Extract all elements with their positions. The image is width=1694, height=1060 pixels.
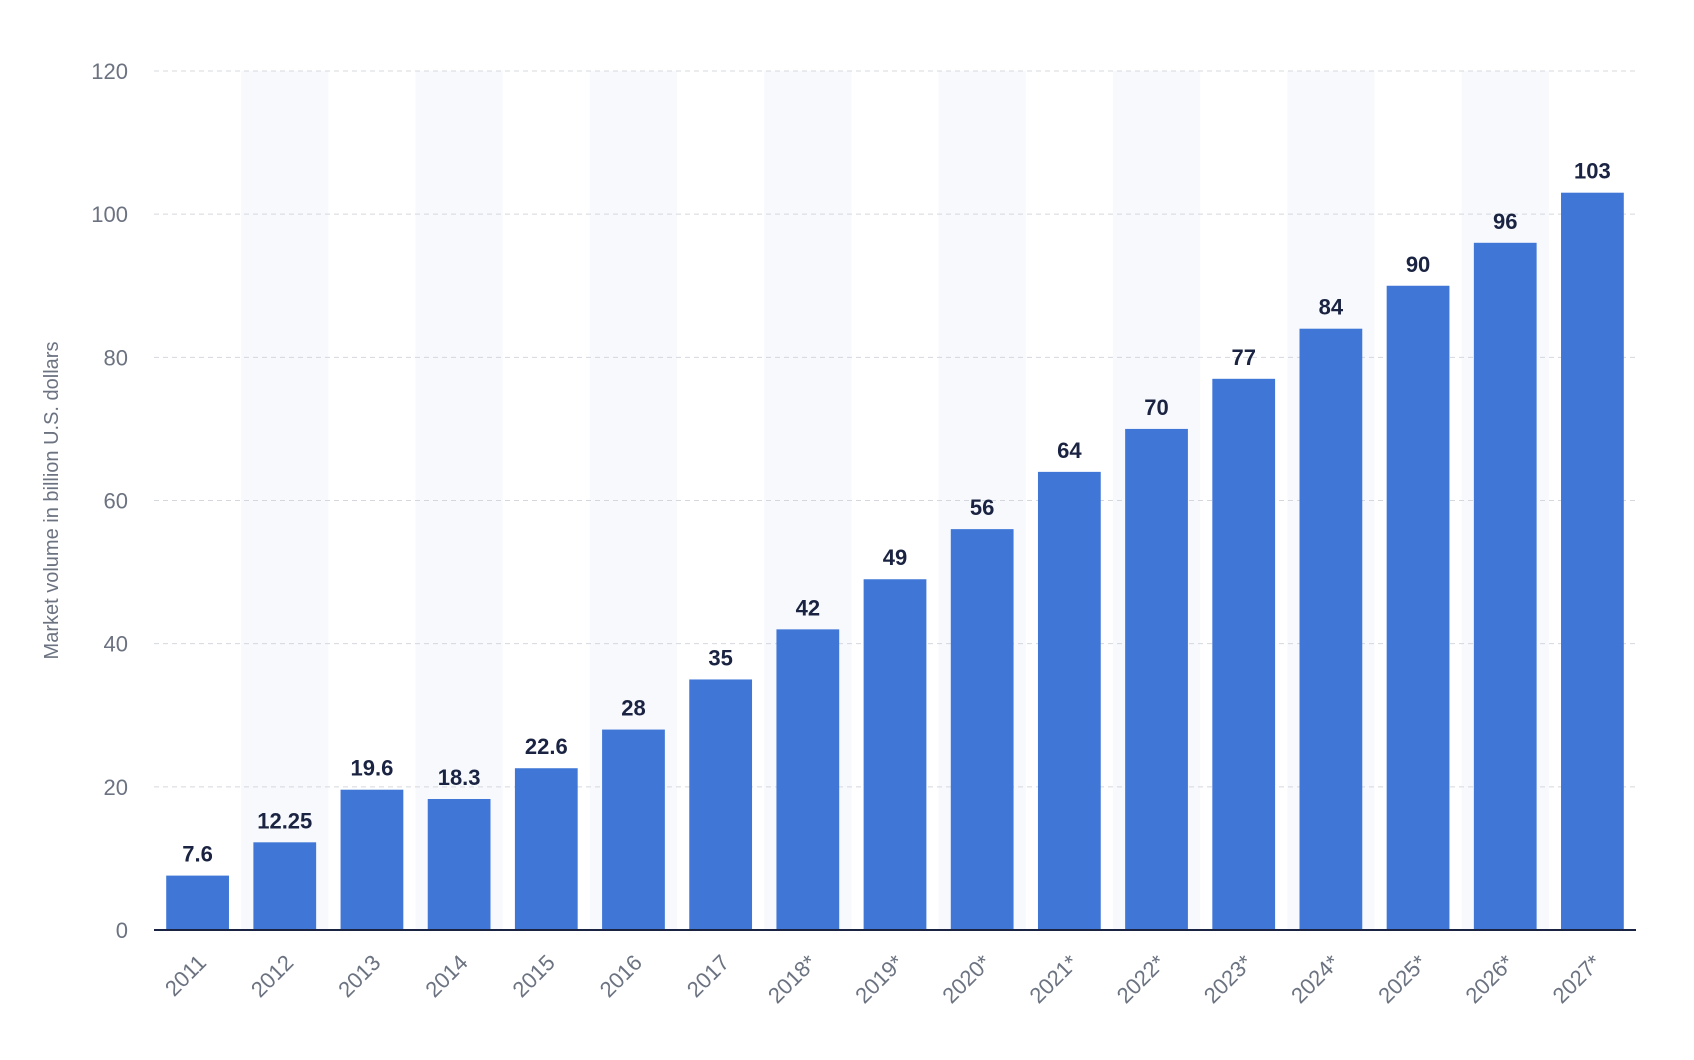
bar [1386,285,1450,930]
data-label: 12.25 [257,808,312,833]
bar [950,529,1014,930]
data-label: 22.6 [525,734,568,759]
x-tick-label: 2014 [420,950,472,1002]
bar [514,768,578,930]
data-label: 18.3 [438,765,481,790]
data-label: 90 [1406,252,1430,277]
bar [863,579,927,930]
y-tick-label: 80 [104,345,128,370]
data-label: 84 [1319,295,1344,320]
x-tick-label: 2027* [1548,950,1607,1009]
y-tick-label: 40 [104,632,128,657]
data-label: 28 [621,696,645,721]
x-tick-label: 2026* [1460,950,1519,1009]
bar [1299,328,1363,930]
y-axis-ticks: 0 20 40 60 80 100 120 [91,59,128,943]
data-label: 64 [1057,438,1082,463]
x-tick-label: 2013 [333,950,385,1002]
x-tick-label: 2012 [246,950,298,1002]
bar [1037,471,1101,930]
y-tick-label: 100 [91,202,128,227]
x-tick-label: 2025* [1373,950,1432,1009]
y-tick-label: 0 [116,918,128,943]
data-label: 96 [1493,209,1517,234]
bar [602,729,665,930]
data-label: 49 [883,545,907,570]
x-tick-label: 2021* [1025,950,1084,1009]
x-tick-label: 2011 [160,950,211,1001]
data-label: 56 [970,495,994,520]
data-label: 77 [1231,345,1255,370]
bar [1125,428,1188,930]
bars [166,192,1624,931]
x-tick-label: 2024* [1286,950,1345,1009]
data-label: 7.6 [182,842,213,867]
bar [427,799,491,930]
data-label: 42 [796,595,820,620]
x-tick-label: 2016 [595,950,647,1002]
y-tick-label: 120 [91,59,128,84]
y-tick-label: 20 [104,775,128,800]
x-tick-label: 2020* [937,950,996,1009]
bar [776,629,840,930]
bar [340,789,404,930]
data-label: 35 [708,645,732,670]
data-label: 19.6 [351,756,394,781]
x-tick-label: 2022* [1112,950,1171,1009]
bar [166,875,229,930]
bar [1473,242,1537,931]
x-axis-ticks: 2011 2012 2013 2014 2015 2016 2017 2018* 2019* 20… [160,950,1606,1009]
data-label: 103 [1574,159,1611,184]
data-label: 70 [1144,395,1168,420]
bar [1561,192,1624,931]
data-labels: 7.6 12.25 19.6 18.3 22.6 28 35 42 49 56 64 70 77 84 90… [182,159,1610,867]
x-tick-label: 2015 [508,950,560,1002]
bar [1212,378,1276,930]
x-tick-label: 2023* [1199,950,1258,1009]
x-tick-label: 2018* [763,950,822,1009]
x-tick-label: 2019* [850,950,909,1009]
y-tick-label: 60 [104,489,128,514]
bar [689,679,753,930]
bar [253,842,317,930]
y-axis-title: Market volume in billion U.S. dollars [41,342,63,660]
x-tick-label: 2017 [682,950,734,1002]
